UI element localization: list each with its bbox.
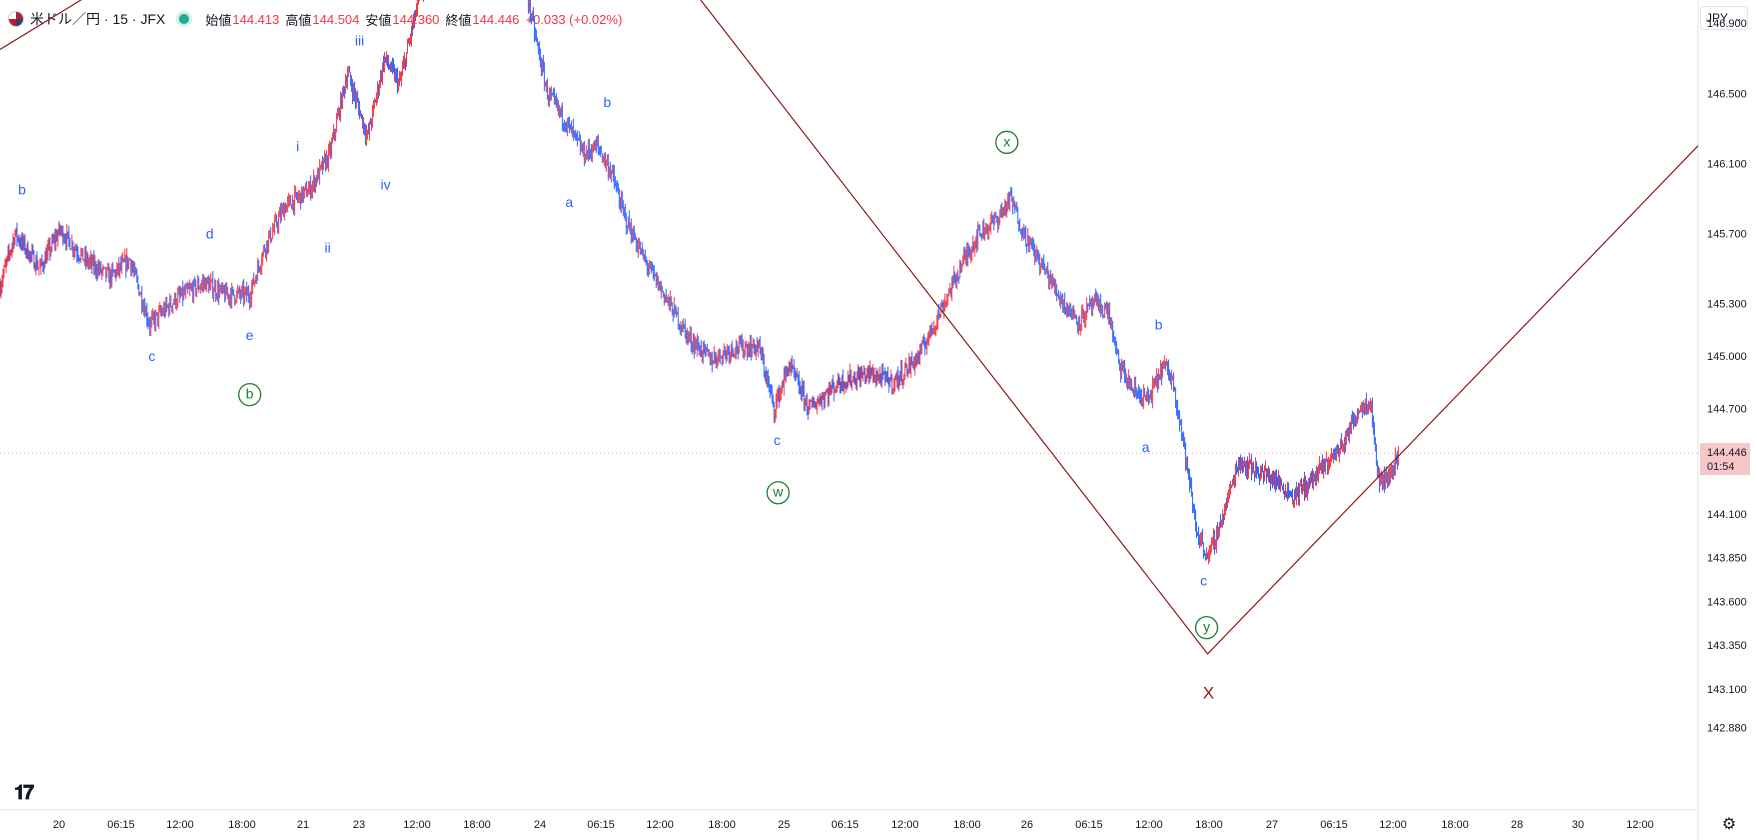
y-tick-label: 143.600 bbox=[1707, 596, 1747, 608]
candles bbox=[0, 0, 1399, 565]
y-tick-label: 145.300 bbox=[1707, 299, 1747, 311]
y-tick-label: 142.880 bbox=[1707, 723, 1747, 735]
wave-minor-label: c bbox=[774, 432, 781, 448]
x-tick-label: 06:15 bbox=[1320, 819, 1348, 831]
x-tick-label: 06:15 bbox=[831, 819, 859, 831]
wave-minor-label: a bbox=[565, 194, 573, 210]
price-badge-value: 144.446 bbox=[1707, 447, 1747, 459]
price-badge-bg bbox=[1700, 443, 1750, 476]
wave-minor-label: e bbox=[246, 327, 254, 343]
x-tick-label: 12:00 bbox=[403, 819, 431, 831]
price-badge-countdown: 01:54 bbox=[1707, 461, 1735, 473]
wave-minor-label: ii bbox=[324, 239, 330, 255]
open-value: 144.413 bbox=[232, 11, 280, 27]
x-tick-label: 12:00 bbox=[1626, 819, 1654, 831]
x-tick-label: 20 bbox=[53, 819, 65, 831]
current-price-badge: 144.446 01:54 bbox=[1700, 443, 1750, 476]
y-tick-label: 146.100 bbox=[1707, 158, 1747, 170]
x-tick-label: 18:00 bbox=[1441, 819, 1469, 831]
wave-circle-label: y bbox=[1203, 619, 1210, 635]
wave-circle bbox=[995, 130, 1019, 154]
x-tick-label: 12:00 bbox=[646, 819, 674, 831]
y-tick-label: 146.500 bbox=[1707, 88, 1747, 100]
wave-minor-label: b bbox=[18, 182, 26, 198]
currency-label: JPY bbox=[1706, 11, 1729, 25]
wave-minor-label: c bbox=[148, 348, 155, 364]
wave-minor-label: d bbox=[206, 225, 214, 241]
y-tick-label: 146.900 bbox=[1707, 18, 1747, 30]
tradingview-logo-icon: 𝟏𝟕 bbox=[14, 782, 34, 804]
us-flag-icon bbox=[8, 11, 24, 27]
gear-icon[interactable]: ⚙ bbox=[1721, 816, 1737, 833]
x-tick-label: 28 bbox=[1511, 819, 1523, 831]
symbol-title[interactable]: 米ドル／円 · 15 · JFX bbox=[30, 11, 166, 27]
x-tick-label: 27 bbox=[1266, 819, 1278, 831]
x-tick-label: 23 bbox=[353, 819, 365, 831]
wave-minor-label: c bbox=[1200, 572, 1207, 588]
x-tick-label: 12:00 bbox=[891, 819, 919, 831]
currency-select[interactable]: JPY ⌄ bbox=[1700, 6, 1748, 30]
market-status-icon bbox=[179, 14, 190, 24]
x-tick-label: 18:00 bbox=[708, 819, 736, 831]
wave-circle-label: w bbox=[772, 484, 784, 500]
x-tick-label: 06:15 bbox=[587, 819, 615, 831]
high-label: 高値 bbox=[285, 12, 312, 28]
x-tick-label: 12:00 bbox=[166, 819, 194, 831]
x-tick-label: 24 bbox=[534, 819, 546, 831]
wave-minor-label: iv bbox=[380, 176, 390, 192]
change-value: +0.033 (+0.02%) bbox=[525, 11, 623, 27]
high-value: 144.504 bbox=[312, 11, 360, 27]
x-tick-label: 18:00 bbox=[1195, 819, 1223, 831]
wave-minor-label: iii bbox=[355, 33, 364, 49]
x-tick-label: 12:00 bbox=[1135, 819, 1163, 831]
wave-minor-label: a bbox=[1142, 439, 1150, 455]
close-label: 終値 bbox=[445, 12, 472, 28]
x-tick-label: 06:15 bbox=[107, 819, 135, 831]
y-tick-label: 145.000 bbox=[1707, 351, 1747, 363]
x-tick-label: 25 bbox=[778, 819, 790, 831]
close-value: 144.446 bbox=[472, 11, 520, 27]
x-tick-label: 06:15 bbox=[1075, 819, 1103, 831]
wave-minor-label: b bbox=[603, 94, 611, 110]
wave-minor-label: b bbox=[1155, 317, 1163, 333]
y-tick-label: 144.100 bbox=[1707, 509, 1747, 521]
chevron-down-icon: ⌄ bbox=[1734, 12, 1742, 23]
y-tick-label: 144.700 bbox=[1707, 404, 1747, 416]
x-tick-label: 12:00 bbox=[1379, 819, 1407, 831]
wave-circle bbox=[238, 382, 262, 407]
x-tick-label: 18:00 bbox=[463, 819, 491, 831]
y-tick-label: 145.700 bbox=[1707, 228, 1747, 240]
x-tick-label: 30 bbox=[1572, 819, 1584, 831]
wave-major-label: X bbox=[1203, 683, 1214, 702]
x-tick-label: 26 bbox=[1021, 819, 1033, 831]
x-tick-label: 21 bbox=[297, 819, 309, 831]
price-axis[interactable]: 148.500148.100147.700147.300146.900146.5… bbox=[1707, 0, 1747, 735]
wave-circle-label: x bbox=[1003, 133, 1010, 149]
wave-trend-line[interactable] bbox=[0, 0, 1699, 655]
y-tick-label: 143.350 bbox=[1707, 640, 1747, 652]
wave-labels: WXcbwxyvbcdeiiiiiiivabcbac bbox=[18, 33, 1219, 702]
x-tick-label: 18:00 bbox=[953, 819, 981, 831]
wave-minor-label: i bbox=[296, 138, 299, 154]
open-label: 始値 bbox=[205, 12, 232, 28]
low-label: 安値 bbox=[365, 12, 392, 28]
wave-circle-label: b bbox=[246, 386, 254, 402]
wave-circle bbox=[766, 481, 790, 505]
wave-circle bbox=[1194, 615, 1219, 640]
y-tick-label: 143.850 bbox=[1707, 553, 1747, 565]
y-tick-label: 143.100 bbox=[1707, 684, 1747, 696]
time-axis[interactable]: 20 06:15 12:00 18:00 21 23 12:00 18:00 24 06:15 12… bbox=[53, 819, 1654, 831]
x-tick-label: 18:00 bbox=[228, 819, 256, 831]
